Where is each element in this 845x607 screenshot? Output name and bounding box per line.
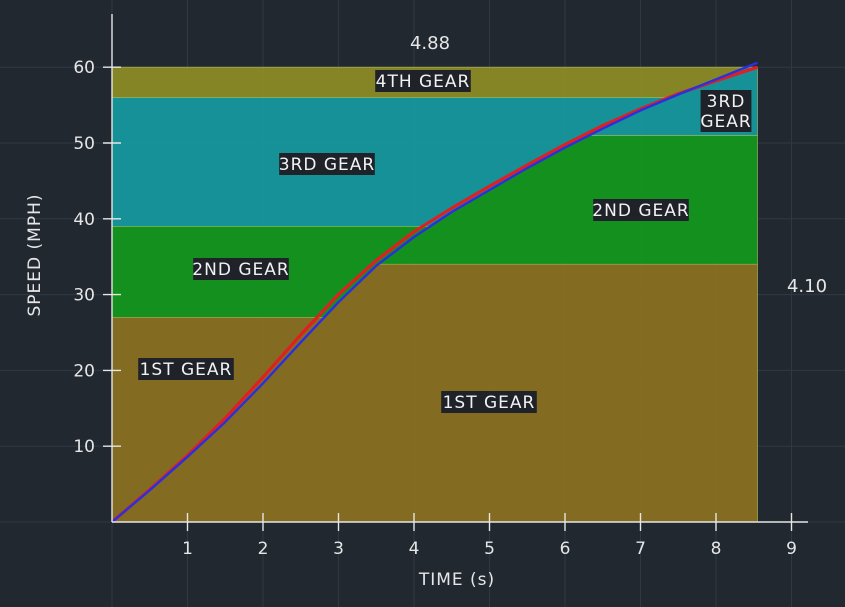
y-tick-label: 30 bbox=[73, 286, 95, 306]
gear-bands bbox=[112, 66, 758, 522]
x-axis-title: TIME (s) bbox=[418, 570, 495, 590]
ticks: 1 2 3 4 5 6 7 8 9 10 20 30 40 50 60 bbox=[73, 58, 797, 559]
gear-label-text: GEAR bbox=[700, 112, 751, 132]
y-tick-label: 10 bbox=[73, 437, 95, 457]
gear-label-box bbox=[593, 199, 689, 221]
gear-label-text: 1ST GEAR bbox=[443, 393, 536, 413]
x-tick-label: 7 bbox=[635, 539, 646, 559]
x-tick-label: 5 bbox=[484, 539, 495, 559]
right-ratio-label: 4.10 bbox=[787, 276, 827, 297]
gear-labels: 1ST GEAR 2ND GEAR 3RD GEAR 4TH GEAR 1ST GEAR… bbox=[138, 70, 752, 413]
gear-label-text: 3RD GEAR bbox=[279, 155, 375, 175]
y-axis-title: SPEED (MPH) bbox=[25, 194, 45, 317]
y-tick-label: 60 bbox=[73, 58, 95, 78]
gear-label-text: 1ST GEAR bbox=[140, 360, 233, 380]
gear-label: 3RD GEAR bbox=[279, 153, 375, 175]
gear-label-text: 2ND GEAR bbox=[592, 201, 689, 221]
series-line bbox=[110, 65, 759, 524]
axes bbox=[111, 14, 808, 523]
top-ratio-label: 4.88 bbox=[410, 33, 450, 54]
gear-label: 1ST GEAR bbox=[138, 358, 234, 380]
gear-label-text: 2ND GEAR bbox=[192, 260, 289, 280]
x-tick-label: 2 bbox=[258, 539, 269, 559]
x-tick-label: 4 bbox=[409, 539, 420, 559]
gear-label: 4TH GEAR bbox=[375, 70, 471, 92]
x-tick-label: 6 bbox=[560, 539, 571, 559]
y-tick-label: 50 bbox=[73, 134, 95, 154]
y-tick-label: 40 bbox=[73, 210, 95, 230]
gear-label-box bbox=[279, 153, 375, 175]
gear-label-box bbox=[375, 70, 471, 92]
gear-band-right bbox=[112, 264, 758, 522]
gear-band-right bbox=[378, 135, 758, 265]
gear-label-text: 3RD bbox=[707, 92, 746, 112]
x-tick-label: 1 bbox=[182, 539, 193, 559]
gear-band-left bbox=[112, 97, 672, 227]
x-tick-label: 8 bbox=[711, 539, 722, 559]
gear-label-box bbox=[193, 258, 289, 280]
gear-label-box bbox=[700, 90, 752, 132]
y-tick-label: 20 bbox=[73, 361, 95, 381]
series-line bbox=[111, 61, 758, 523]
gear-label-box bbox=[138, 358, 234, 380]
gear-label-text: 4TH GEAR bbox=[376, 72, 471, 92]
series-lines bbox=[110, 61, 759, 524]
x-tick-label: 9 bbox=[786, 539, 797, 559]
x-tick-label: 3 bbox=[333, 539, 344, 559]
gear-label: 2ND GEAR bbox=[192, 258, 289, 280]
gear-label: 2ND GEAR bbox=[592, 199, 689, 221]
gear-label: 1ST GEAR bbox=[441, 391, 537, 413]
gear-label-box bbox=[441, 391, 537, 413]
